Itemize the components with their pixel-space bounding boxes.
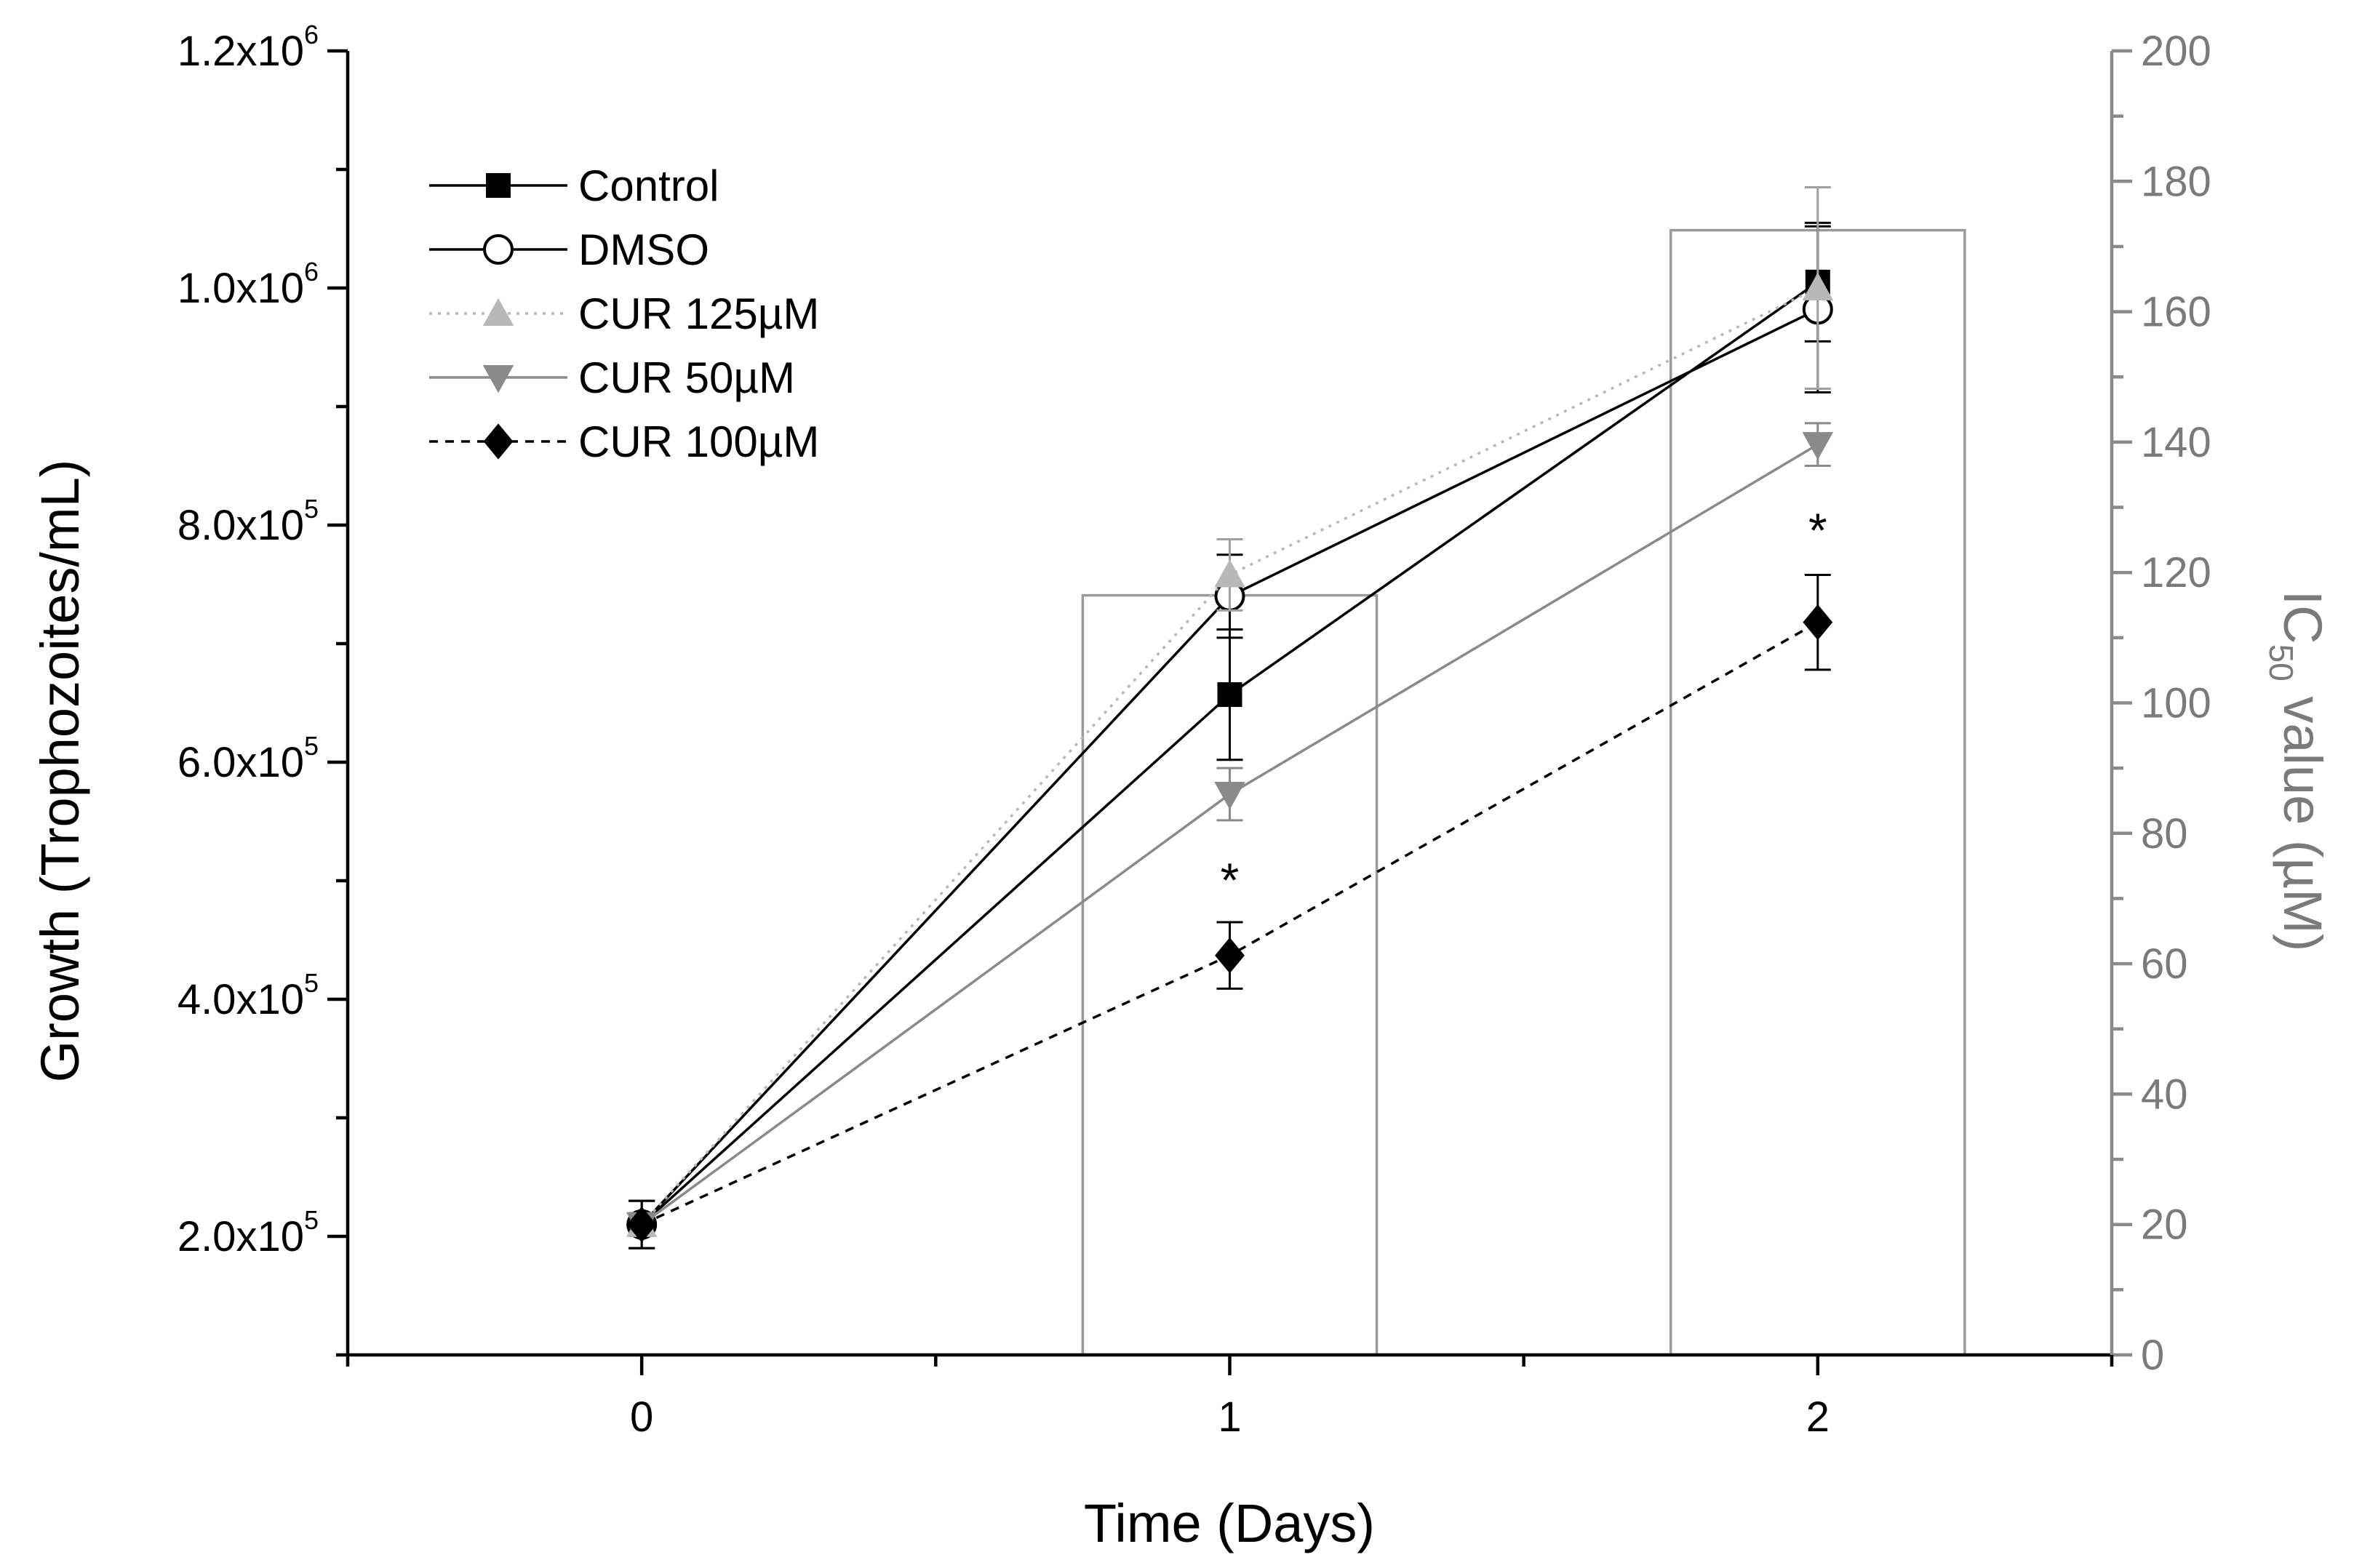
y-tick-exponent: 5: [304, 494, 319, 524]
y2-tick-label: 120: [2141, 549, 2211, 596]
y-tick-mantissa: 1.2x10: [177, 28, 304, 75]
x-tick-label: 1: [1218, 1393, 1241, 1441]
axis-titles: Time (Days) Growth (Trophozoites/mL) IC5…: [30, 460, 2333, 1553]
y-tick-mantissa: 4.0x10: [177, 976, 304, 1023]
y-tick-mantissa: 8.0x10: [177, 502, 304, 549]
y2-tick-label: 140: [2141, 419, 2211, 466]
y-tick-exponent: 5: [304, 968, 319, 998]
axes: 2.0x1054.0x1056.0x1058.0x1051.0x1061.2x1…: [177, 20, 2211, 1441]
x-tick-label: 0: [630, 1393, 653, 1441]
data-series: [626, 185, 1834, 1249]
y2-tick-label: 60: [2141, 940, 2188, 988]
y2-tick-label: 80: [2141, 810, 2188, 857]
legend-marker: [482, 297, 514, 326]
data-point-cur-125-m: [1214, 559, 1245, 588]
y-tick-label: 1.0x106: [177, 257, 319, 312]
legend-label: DMSO: [578, 225, 709, 274]
legend-entry-control: Control: [429, 161, 719, 210]
legend-entry-cur-125-m: CUR 125µM: [429, 289, 819, 338]
series-control: [629, 221, 1831, 1249]
data-point-control: [1217, 682, 1242, 708]
y2-tick-label: 100: [2141, 680, 2211, 727]
y2-axis-title-main: IC: [2273, 591, 2333, 644]
y2-tick-label: 20: [2141, 1201, 2188, 1249]
legend-marker: [483, 234, 514, 265]
data-point-cur-100-m: [1215, 937, 1245, 974]
y2-tick-label: 180: [2141, 158, 2211, 205]
y-tick-exponent: 6: [304, 257, 319, 287]
y-tick-label: 8.0x105: [177, 494, 319, 549]
legend-marker: [482, 365, 514, 393]
legend-label: CUR 125µM: [578, 289, 819, 338]
y-tick-label: 6.0x105: [177, 731, 319, 786]
y-axis-title: Growth (Trophozoites/mL): [30, 460, 90, 1083]
data-point-cur-100-m: [1803, 604, 1833, 641]
y-tick-mantissa: 6.0x10: [177, 739, 304, 786]
y-tick-mantissa: 2.0x10: [177, 1213, 304, 1260]
data-point-cur-50-m: [1802, 432, 1834, 460]
series-cur-100-m: [626, 573, 1833, 1249]
y-tick-label: 4.0x105: [177, 968, 319, 1023]
y-tick-label: 2.0x105: [177, 1205, 319, 1260]
y-tick-exponent: 5: [304, 1205, 319, 1235]
legend-label: Control: [578, 161, 719, 210]
legend-entry-cur-50-m: CUR 50µM: [429, 353, 795, 402]
legend-marker: [486, 173, 511, 198]
legend-label: CUR 50µM: [578, 353, 795, 402]
legend-label: CUR 100µM: [578, 417, 819, 466]
legend-entry-cur-100-m: CUR 100µM: [429, 417, 819, 466]
data-point-cur-100-m: [626, 1207, 657, 1243]
ic50-bars: [1081, 228, 1966, 1356]
y-tick-exponent: 5: [304, 731, 319, 761]
legend-marker: [483, 423, 514, 460]
significance-annotations: **: [1221, 503, 1827, 907]
y2-tick-label: 40: [2141, 1071, 2188, 1118]
y2-tick-label: 160: [2141, 289, 2211, 336]
legend: Control DMSO CUR 125µM CUR 50µM CUR 100µM: [429, 161, 819, 466]
y2-axis-title-sub: 50: [2262, 644, 2300, 681]
significance-asterisk: *: [1808, 503, 1827, 557]
y2-axis-title: IC50 value (µM): [2262, 591, 2333, 952]
y-tick-exponent: 6: [304, 20, 319, 49]
x-tick-label: 2: [1806, 1393, 1830, 1441]
x-axis-title: Time (Days): [1084, 1493, 1375, 1553]
y-tick-mantissa: 1.0x10: [177, 265, 304, 312]
data-point-cur-50-m: [1214, 782, 1245, 810]
y2-tick-label: 200: [2141, 28, 2211, 75]
data-point-cur-125-m: [1802, 272, 1834, 300]
y-tick-label: 1.2x106: [177, 20, 319, 75]
ic50-bar-day-2: [1669, 228, 1966, 1356]
y2-tick-label: 0: [2141, 1332, 2164, 1379]
legend-entry-dmso: DMSO: [429, 225, 709, 274]
y2-axis-title-rest: value (µM): [2273, 681, 2333, 952]
significance-asterisk: *: [1221, 853, 1240, 907]
